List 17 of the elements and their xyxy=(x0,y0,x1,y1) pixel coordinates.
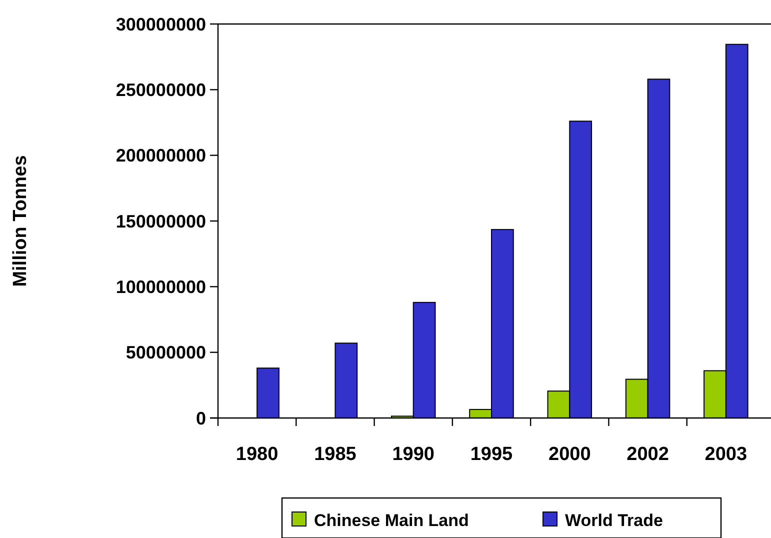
x-tick-label: 1990 xyxy=(392,444,434,465)
y-axis-title: Million Tonnes xyxy=(10,155,31,287)
y-tick-label: 50000000 xyxy=(126,342,206,363)
y-tick-label: 150000000 xyxy=(116,211,206,232)
x-tick-label: 2000 xyxy=(548,444,591,465)
y-tick-label: 300000000 xyxy=(116,14,206,34)
legend-label: Chinese Main Land xyxy=(314,511,469,530)
y-tick-label: 100000000 xyxy=(116,276,206,297)
legend-label: World Trade xyxy=(565,511,663,530)
x-tick-label: 1985 xyxy=(314,444,357,465)
x-tick-label: 2003 xyxy=(704,444,748,465)
y-tick-label: 0 xyxy=(196,408,206,428)
x-tick-label: 1980 xyxy=(236,444,278,465)
y-tick-label: 200000000 xyxy=(116,146,206,166)
x-tick-label: 2002 xyxy=(626,444,669,465)
y-tick-label: 250000000 xyxy=(116,80,206,100)
x-tick-label: 1995 xyxy=(470,444,514,465)
